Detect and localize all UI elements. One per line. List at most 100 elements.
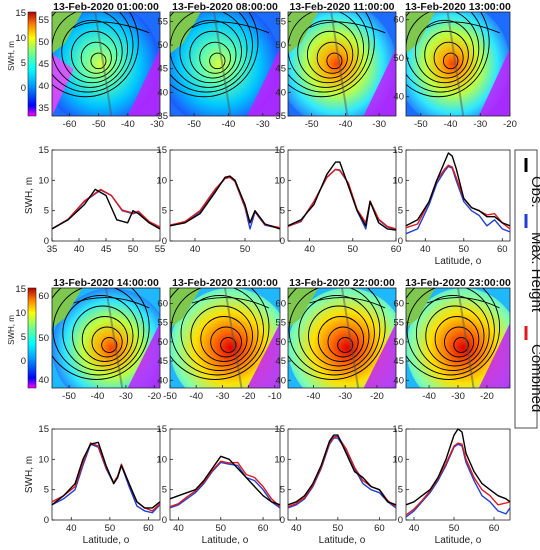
lat-tick: 45 [38,59,49,70]
pressure-contour [62,295,139,371]
pressure-contour [288,288,381,376]
y-tick-label: 15 [156,145,167,156]
pressure-contour [190,305,253,367]
x-tick-label: 40 [173,523,184,534]
x-tick-label: 40 [304,244,315,255]
x-tick-label: 50 [105,523,116,534]
x-tick-label: -50 [305,119,319,130]
y-tick-label: 10 [156,175,167,186]
x-axis-label: Latitude, o [435,256,482,267]
y-tick-label: 10 [392,175,403,186]
pressure-contour [170,288,270,380]
plot-frame [169,428,281,521]
y-tick-label: 0 [162,515,167,526]
pressure-contour [326,52,343,70]
map-panel-4: 13-Feb-2020 13:00:00 -50 -40 -30 -20 60 50 40 [393,1,517,130]
x-axis-label: Latitude, o [202,535,249,546]
pressure-contour [189,30,237,79]
x-tick-label: 50 [348,244,359,255]
colorbar [27,11,37,117]
plot-frame [51,428,161,521]
y-tick-label: 15 [274,424,285,435]
map-frame [169,11,281,117]
x-tick-label: 60 [391,244,402,255]
y-tick-label: 45 [275,64,286,75]
y-tick-label: 40 [393,375,404,386]
low-wave-region [247,323,280,388]
map-frame [51,287,161,389]
x-tick-label: 50 [333,523,344,534]
y-tick-label: 15 [392,145,403,156]
y-axis-label: SWH, m [24,177,35,214]
x-tick-label: -20 [480,391,494,402]
x-tick-label: 60 [489,523,500,534]
satellite-track [457,288,475,388]
map-body [52,288,160,388]
pressure-contour [317,316,365,362]
y-tick-label: 10 [274,454,285,465]
storm-field [170,12,280,116]
y-tick-label: 40 [275,375,286,386]
y-tick-label: 5 [398,206,403,217]
y-tick-label: 15 [274,145,285,156]
pressure-contour [288,288,386,380]
x-tick-label: 40 [291,523,302,534]
x-tick-label: 60 [258,523,269,534]
x-tick-label: 60 [497,244,508,255]
satellite-track [94,12,113,116]
colorbar-tick: 15 [15,8,26,19]
pressure-contour [61,19,123,84]
pressure-contour [179,19,242,84]
y-axis-label: SWH, m [24,456,35,493]
colorbar-tick: 10 [15,33,26,44]
map-frame [287,287,397,389]
land-patch [170,288,201,328]
map-body [406,288,510,388]
low-wave-region [478,48,510,116]
y-tick-label: 60 [393,15,404,26]
series-line-max-height [405,165,511,235]
x-tick-label: -50 [187,119,201,130]
pressure-contour [288,12,375,98]
y-tick-label: 35 [275,111,286,122]
series-line-obs- [51,188,161,230]
plot-frame [287,149,397,242]
pressure-contour [90,52,107,70]
x-tick-label: 40 [74,244,85,255]
pressure-contour [337,337,354,353]
legend-label: Combined [528,344,540,412]
pressure-contour [442,52,459,70]
plot-frame [405,149,511,242]
legend-label: Obs. [528,176,540,208]
pressure-contour [210,326,242,358]
colorbar-tick: 0 [21,356,26,367]
x-tick-label: -60 [63,119,77,130]
x-tick-label: -20 [503,119,517,130]
colorbar-title: SWH, m [7,41,16,71]
land-patch [288,12,319,54]
x-tick-label: -10 [268,391,282,402]
x-tick-label: 55 [155,244,166,255]
colorbar-tick: 15 [15,284,26,295]
pressure-contour [406,12,480,88]
y-tick-label: 45 [157,64,168,75]
pressure-contour [406,288,495,376]
land-patch [288,288,319,328]
y-tick-label: 0 [280,236,285,247]
pressure-contour [426,297,500,309]
land-patch [52,12,83,54]
series-line-obs- [405,428,511,506]
pressure-contour [191,297,270,309]
y-tick-label: 0 [398,236,403,247]
y-tick-label: 15 [38,145,49,156]
x-tick-label: 40 [420,244,431,255]
low-wave-region [363,48,396,116]
x-tick-label: -50 [414,119,428,130]
x-tick-label: -40 [307,391,321,402]
pressure-contour [288,12,370,93]
x-tick-label: -30 [338,391,352,402]
colorbar [27,287,37,389]
